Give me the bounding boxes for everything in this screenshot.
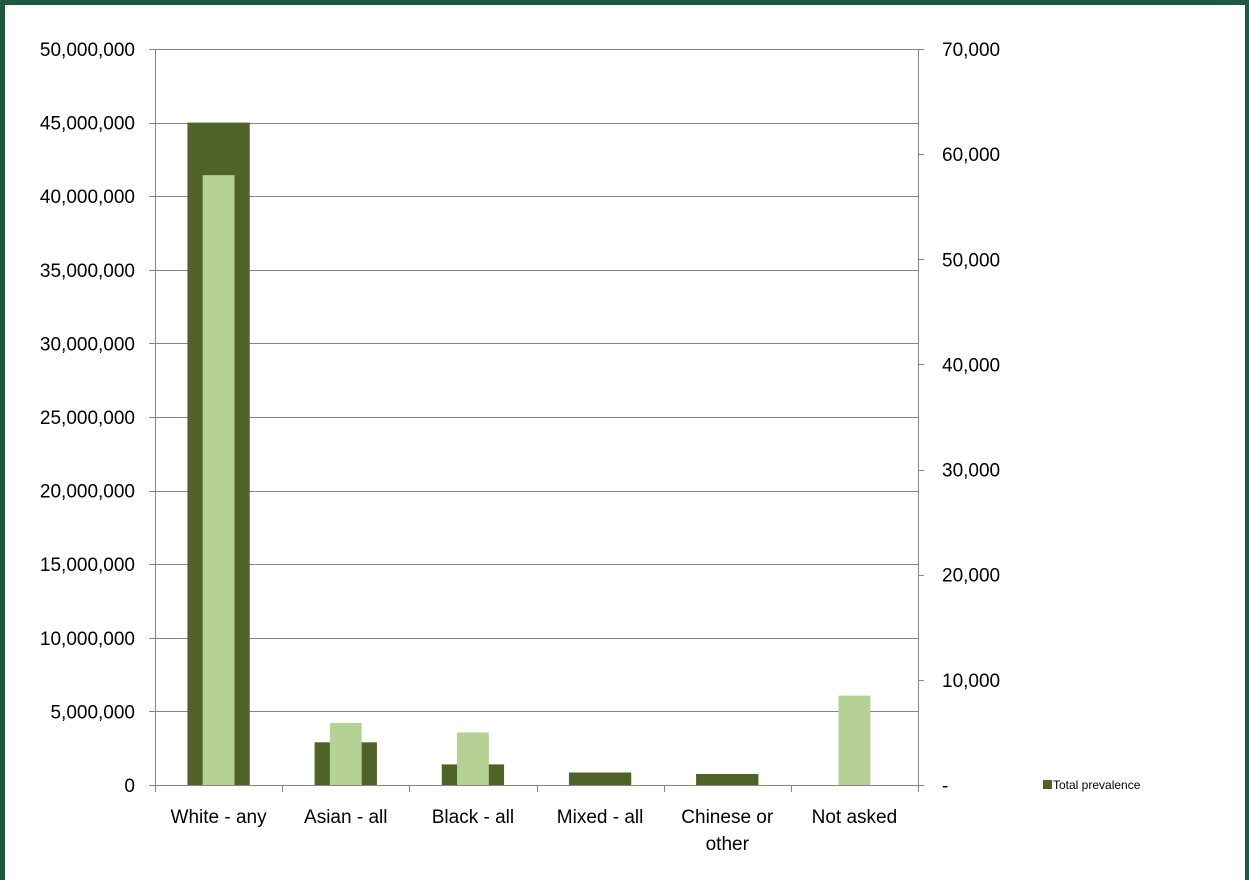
right-axis-tick-label: - (942, 776, 948, 797)
x-axis-category-label: Chinese or other (681, 807, 774, 855)
right-axis-tick-label: 10,000 (942, 671, 1000, 692)
left-axis-tick-label: 30,000,000 (40, 334, 135, 355)
left-axis-tick-label: 5,000,000 (50, 702, 135, 723)
legend-label: Total prevalence (1053, 778, 1141, 792)
right-axis-tick-label: 20,000 (942, 566, 1000, 587)
x-axis-category-label: Mixed - all (557, 807, 644, 828)
left-axis-tick-label: 25,000,000 (40, 408, 135, 429)
right-axis-tick-label: 60,000 (942, 145, 1000, 166)
x-axis-category-label: Asian - all (304, 807, 387, 828)
legend-swatch (1043, 780, 1052, 789)
x-axis-category-label: Black - all (432, 807, 514, 828)
bar-secondary-series (329, 722, 362, 785)
bar-total-prevalence (696, 773, 759, 785)
left-axis-tick-label: 10,000,000 (40, 629, 135, 650)
right-axis-tick-label: 40,000 (942, 355, 1000, 376)
x-axis-category-label: Not asked (812, 807, 898, 828)
left-axis-tick-label: 35,000,000 (40, 261, 135, 282)
left-axis-tick-label: 50,000,000 (40, 40, 135, 61)
left-axis-tick-label: 40,000,000 (40, 187, 135, 208)
right-axis-tick-label: 30,000 (942, 461, 1000, 482)
left-axis-tick-label: 20,000,000 (40, 482, 135, 503)
bar-secondary-series (202, 175, 235, 785)
bar-secondary-series (838, 695, 871, 785)
bar-total-prevalence (568, 772, 632, 785)
right-axis-tick-label: 50,000 (942, 250, 1000, 271)
left-axis-tick-label: 45,000,000 (40, 114, 135, 135)
bar-secondary-series (457, 732, 489, 785)
left-axis-tick-label: 15,000,000 (40, 555, 135, 576)
right-axis-tick-label: 70,000 (942, 40, 1000, 61)
x-axis-category-label: White - any (171, 807, 268, 828)
left-axis-tick-label: 0 (124, 776, 135, 797)
